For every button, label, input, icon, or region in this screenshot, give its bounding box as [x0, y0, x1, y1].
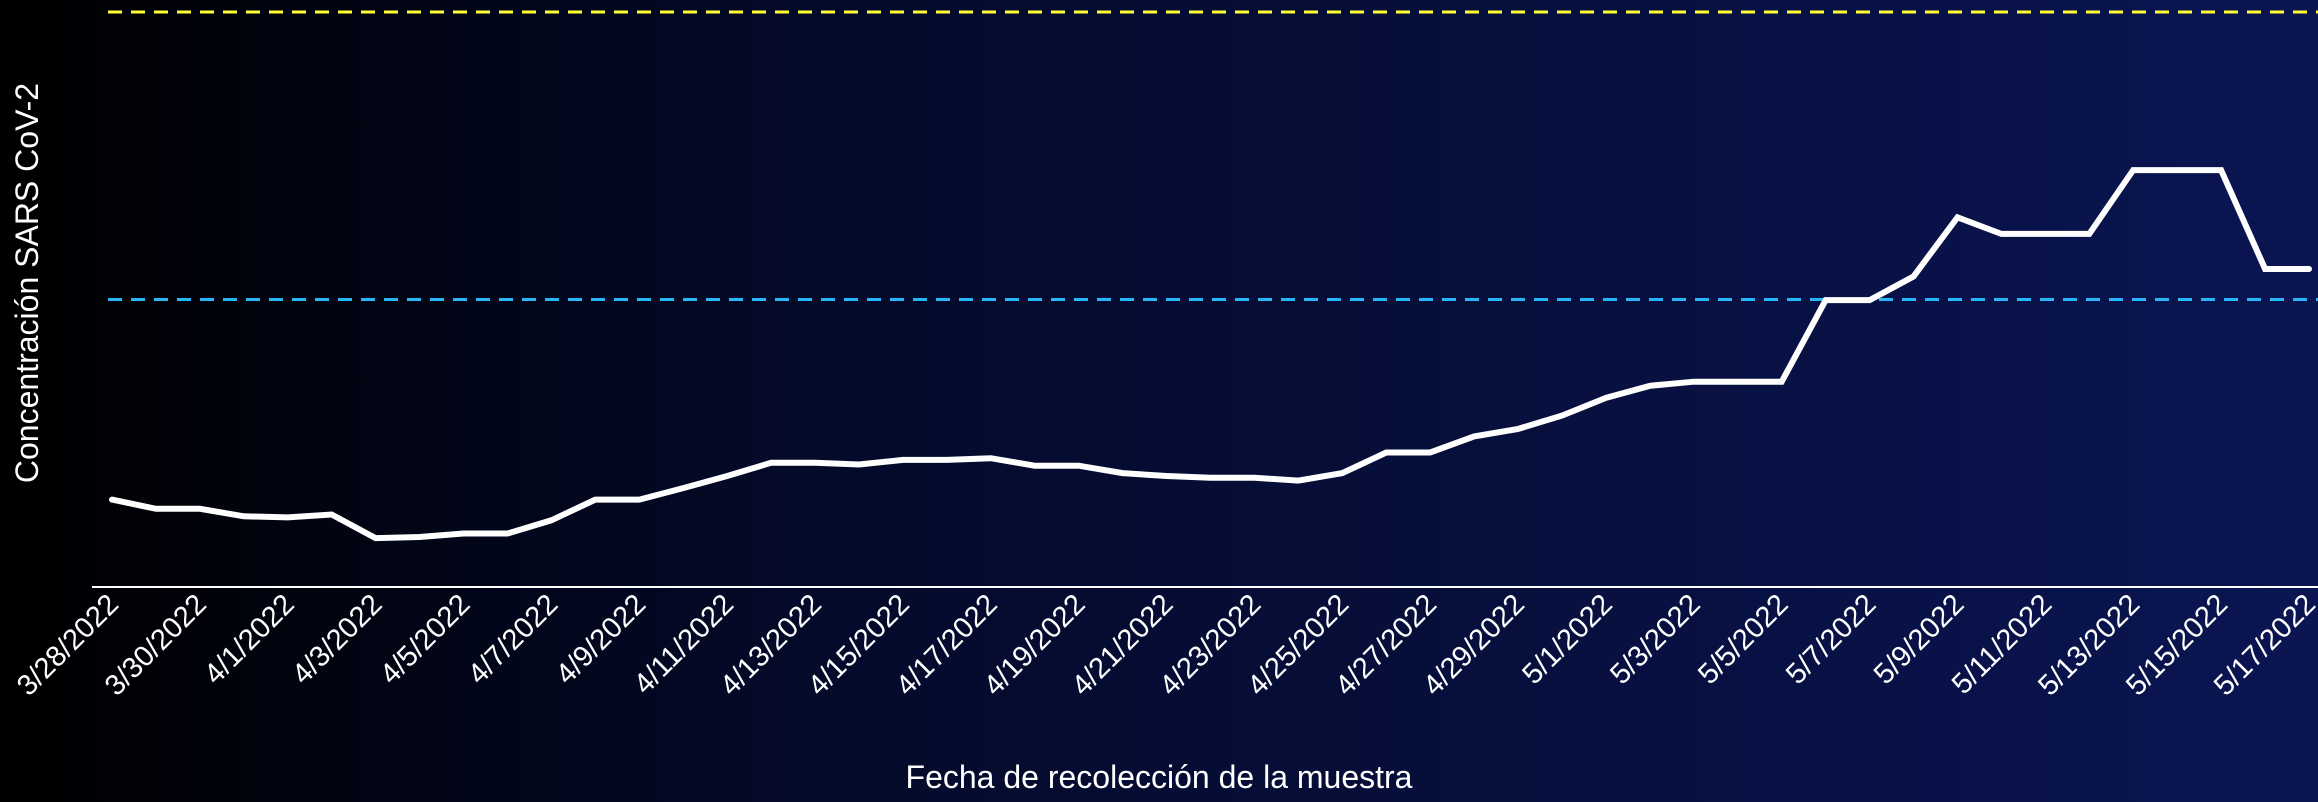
y-axis-label: Concentración SARS CoV-2 [9, 83, 45, 483]
x-axis-label: Fecha de recolección de la muestra [906, 759, 1413, 795]
data-line [109, 167, 2312, 542]
